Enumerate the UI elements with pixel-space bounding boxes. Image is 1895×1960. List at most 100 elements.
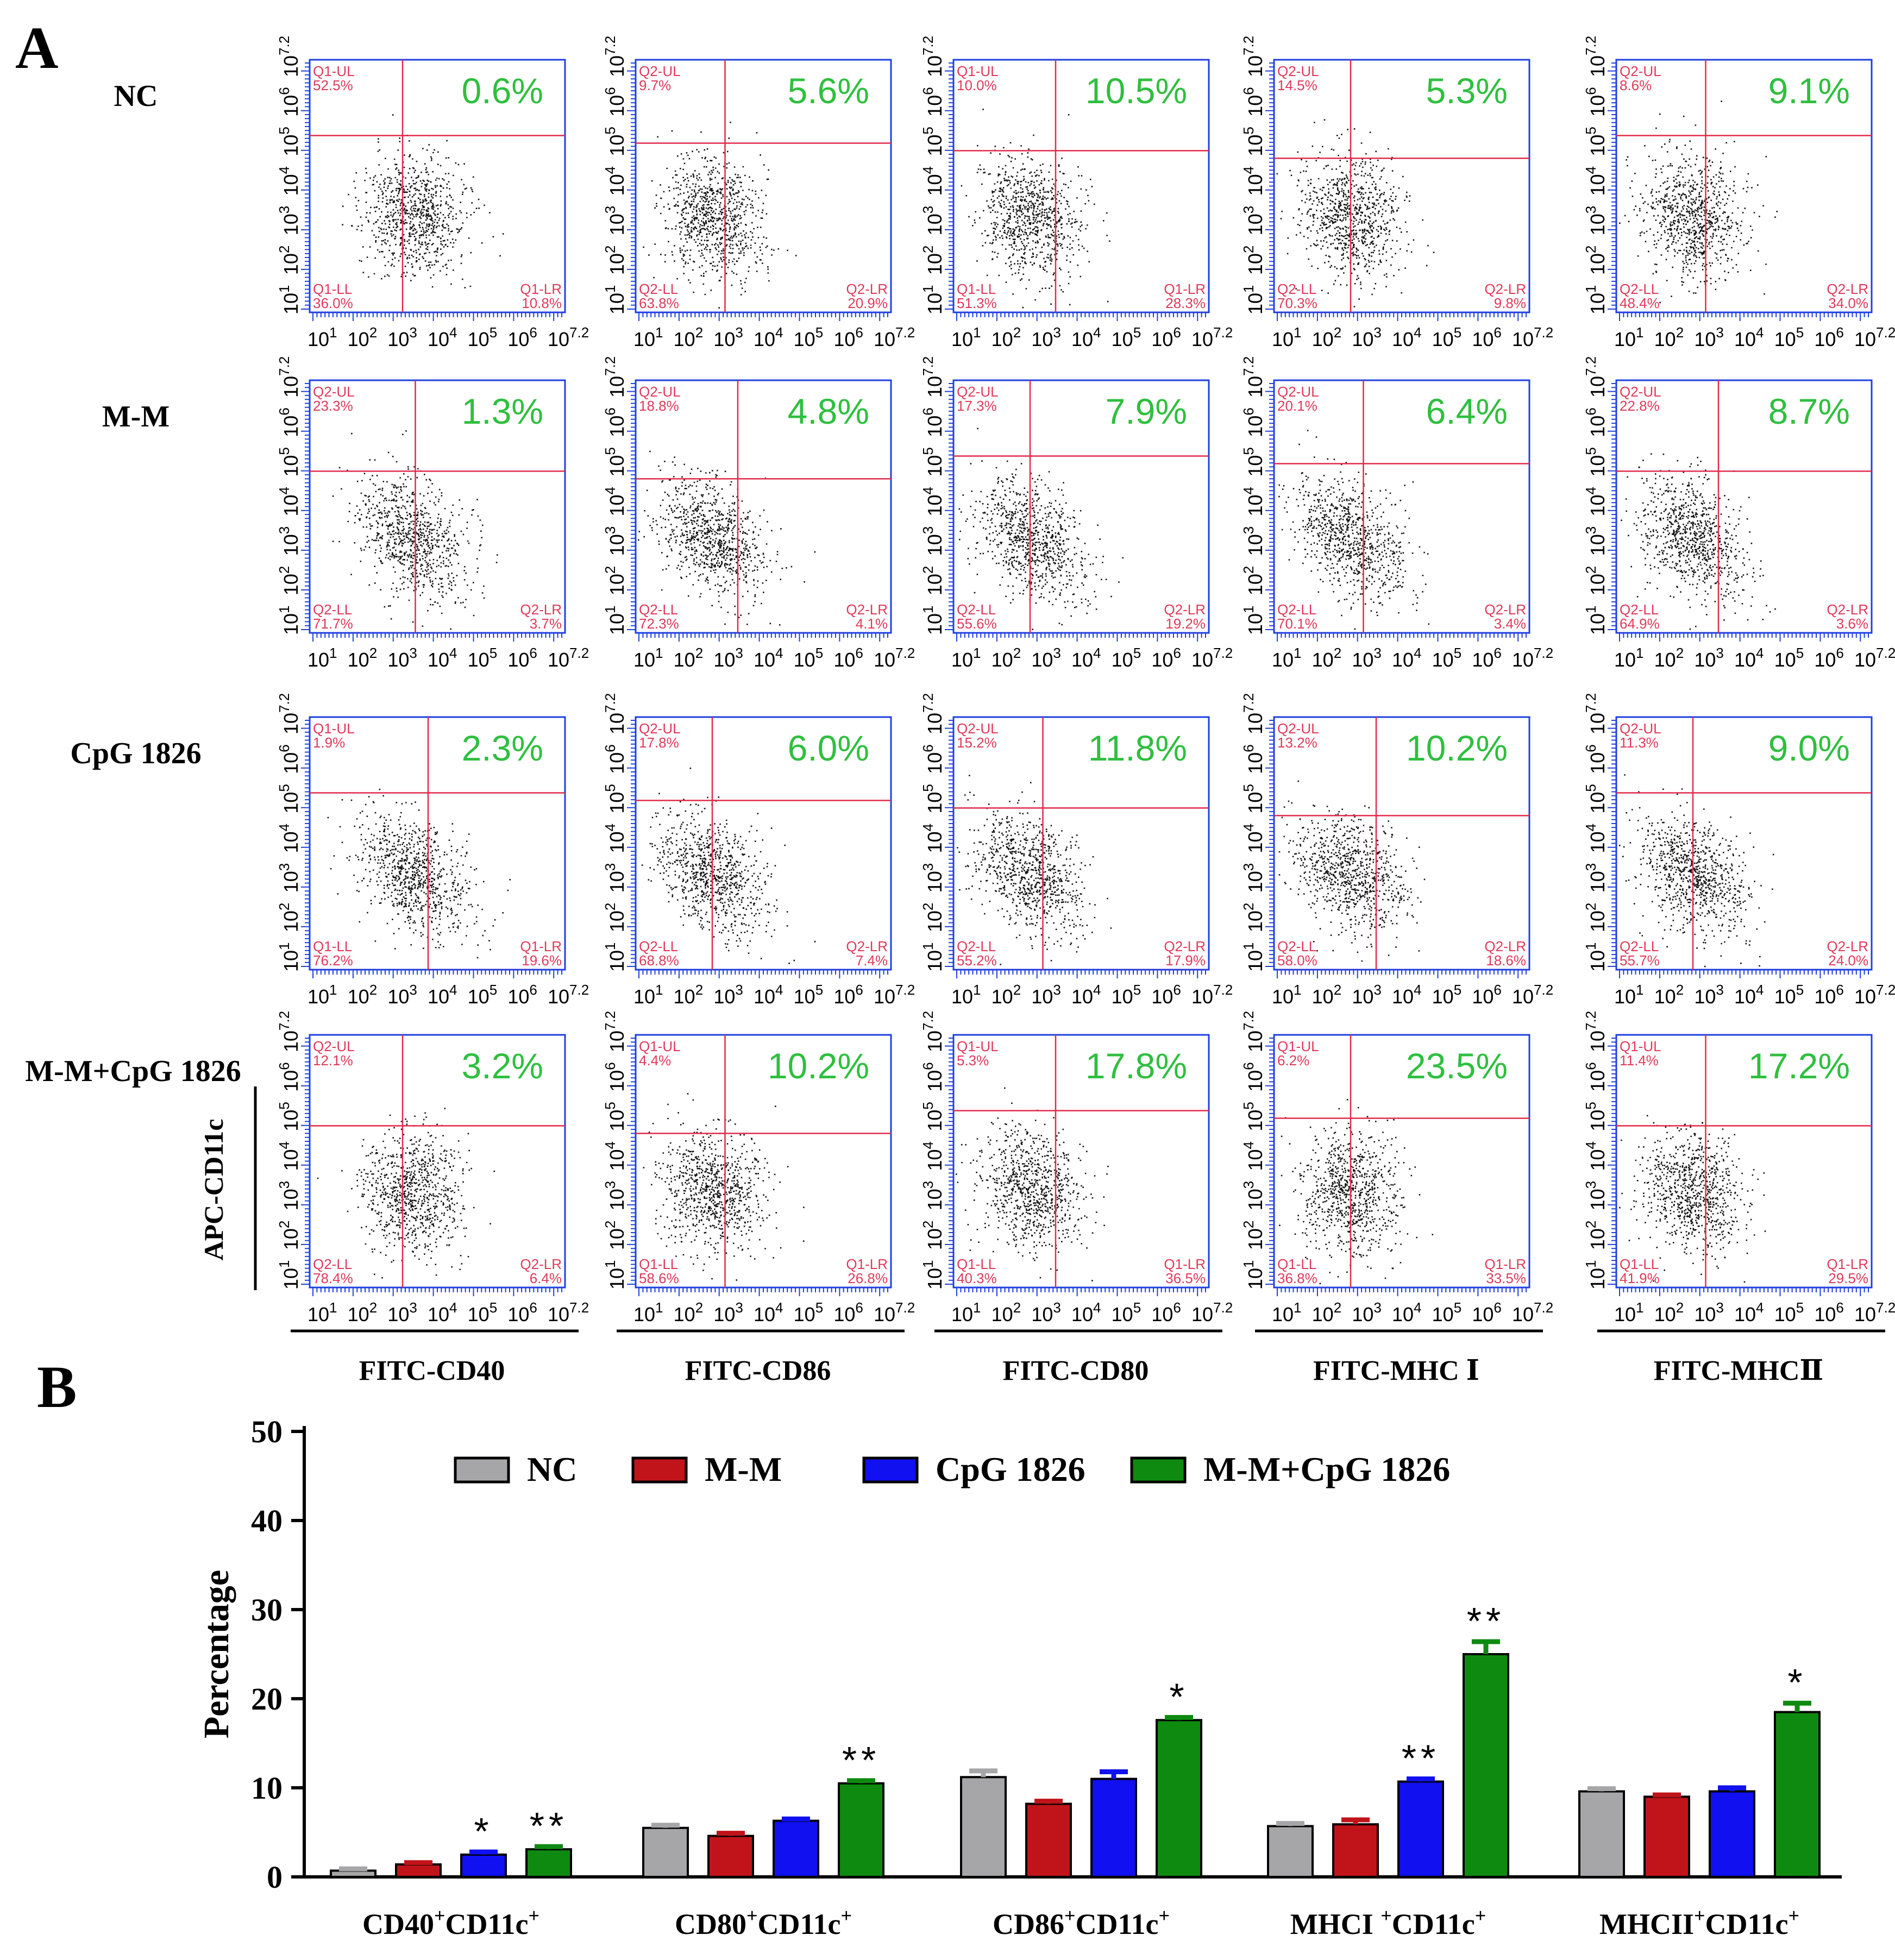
- x-tick-exp: 2: [369, 982, 377, 998]
- x-tick-label: 105: [1774, 645, 1804, 671]
- x-tick-exp: 4: [1093, 645, 1101, 661]
- upper-right-percentage: 4.8%: [788, 391, 869, 431]
- y-tick-label: 102: [602, 1221, 628, 1251]
- quadrant-lr-value: 34.0%: [1828, 295, 1868, 311]
- quadrant-ll-value: 63.8%: [639, 295, 679, 311]
- x-tick-base: 10: [1814, 649, 1836, 671]
- x-tick-label: 107.2: [1512, 982, 1553, 1008]
- x-tick-exp: 3: [1373, 645, 1381, 661]
- panel-b-letter: B: [37, 1354, 77, 1420]
- y-tick-base: 10: [924, 253, 946, 275]
- quadrant-lr-value: 3.6%: [1836, 615, 1868, 632]
- x-tick-base: 10: [1432, 985, 1454, 1008]
- y-tick-exp: 2: [920, 903, 936, 910]
- x-tick-label: 105: [794, 1299, 824, 1325]
- y-tick-base: 10: [1586, 1031, 1609, 1052]
- x-tick-exp: 7.2: [1876, 982, 1895, 998]
- quadrant-ll-name: Q1-LL: [313, 938, 352, 954]
- y-tick-exp: 3: [920, 206, 936, 213]
- y-tick-exp: 2: [1240, 566, 1257, 574]
- y-tick-exp: 4: [602, 1141, 618, 1149]
- category-sup: +: [1475, 1905, 1486, 1926]
- quadrant-lr-name: Q2-LR: [846, 601, 888, 618]
- x-tick-label: 103: [1352, 1299, 1382, 1325]
- x-tick-label: 104: [754, 982, 783, 1008]
- x-tick-exp: 5: [1454, 1299, 1461, 1316]
- y-tick-label: 101: [276, 1260, 302, 1290]
- plot-frame: [952, 379, 1210, 634]
- legend-label: CpG 1826: [936, 1450, 1085, 1488]
- x-tick-exp: 5: [490, 982, 497, 998]
- y-tick-base: 10: [606, 455, 628, 477]
- x-tick-label: 102: [348, 645, 378, 671]
- y-tick-label: 107.2: [920, 1011, 946, 1052]
- x-tick-exp: 3: [735, 645, 743, 661]
- y-tick-exp: 4: [276, 487, 292, 494]
- x-tick-exp: 2: [1013, 324, 1021, 341]
- y-tick-exp: 2: [276, 903, 292, 910]
- x-tick-label: 102: [674, 324, 704, 350]
- x-tick-label: 102: [1312, 982, 1342, 1008]
- row-label: M-M: [102, 400, 170, 434]
- x-tick-label: 107.2: [1191, 645, 1233, 671]
- x-tick-base: 10: [348, 985, 369, 1008]
- dot-plot: 17.8%Q1-UL5.3%Q1-LL40.3%Q1-LR36.5%101101…: [920, 1011, 1233, 1325]
- y-tick-label: 102: [276, 246, 302, 275]
- y-tick-base: 10: [1244, 1268, 1266, 1290]
- x-tick-base: 10: [1352, 985, 1373, 1008]
- y-tick-label: 105: [276, 127, 302, 156]
- quadrant-ul-value: 18.8%: [639, 398, 679, 414]
- y-tick-exp: 5: [602, 127, 618, 134]
- category-marker: CD11c: [758, 1908, 841, 1940]
- y-tick-base: 10: [924, 950, 946, 972]
- plot-frame: [1273, 379, 1530, 634]
- y-tick-base: 10: [1244, 1228, 1266, 1250]
- y-tick-base: 10: [606, 752, 628, 774]
- upper-right-percentage: 8.7%: [1768, 391, 1850, 431]
- x-tick-base: 10: [794, 985, 815, 1008]
- y-tick-base: 10: [606, 213, 628, 235]
- x-tick-base: 10: [308, 985, 329, 1008]
- y-tick-exp: 1: [602, 942, 618, 950]
- y-tick-label: 105: [1240, 447, 1266, 477]
- y-tick-base: 10: [606, 1149, 628, 1171]
- y-tick-base: 10: [1244, 416, 1266, 437]
- bar: [1156, 1719, 1202, 1879]
- x-tick-base: 10: [468, 985, 490, 1008]
- y-tick-base: 10: [606, 613, 628, 635]
- y-tick-exp: 4: [1240, 166, 1257, 174]
- x-tick-exp: 6: [1836, 324, 1843, 341]
- x-tick-exp: 5: [1133, 645, 1141, 661]
- y-tick-base: 10: [1244, 1031, 1266, 1052]
- y-tick-label: 103: [920, 1181, 946, 1211]
- y-tick-label: 102: [602, 566, 628, 596]
- y-tick-exp: 6: [276, 87, 292, 95]
- x-tick-label: 104: [1734, 645, 1764, 671]
- x-tick-exp: 6: [529, 324, 537, 341]
- x-tick-base: 10: [1191, 985, 1213, 1008]
- quadrant-lr-name: Q2-LR: [1827, 938, 1868, 954]
- y-tick-exp: 3: [276, 863, 292, 871]
- x-tick-label: 107.2: [1854, 1299, 1895, 1325]
- x-tick-exp: 6: [855, 1299, 863, 1316]
- y-tick-base: 10: [924, 910, 946, 932]
- y-tick-base: 10: [606, 376, 628, 398]
- y-tick-exp: 1: [1240, 942, 1257, 950]
- x-tick-exp: 6: [1494, 1299, 1501, 1316]
- y-tick-exp: 6: [1583, 87, 1599, 95]
- x-tick-base: 10: [754, 328, 775, 350]
- x-tick-base: 10: [507, 328, 529, 350]
- axis-ticks: [301, 720, 562, 978]
- x-tick-exp: 5: [815, 1299, 823, 1316]
- y-tick-base: 10: [1586, 135, 1609, 156]
- axis-ticks: [627, 1038, 888, 1296]
- quadrant-ll-value: 70.3%: [1277, 295, 1317, 311]
- y-tick-base: 10: [924, 534, 946, 556]
- x-tick-exp: 5: [1796, 1299, 1804, 1316]
- dot-plot: 1.3%Q2-UL23.3%Q2-LL71.7%Q2-LR3.7%1011011…: [276, 356, 589, 671]
- x-tick-base: 10: [633, 328, 655, 350]
- axis-ticks: [945, 383, 1206, 642]
- x-tick-exp: 6: [1173, 645, 1181, 661]
- axis-ticks: [301, 383, 562, 642]
- x-tick-label: 107.2: [1854, 324, 1895, 350]
